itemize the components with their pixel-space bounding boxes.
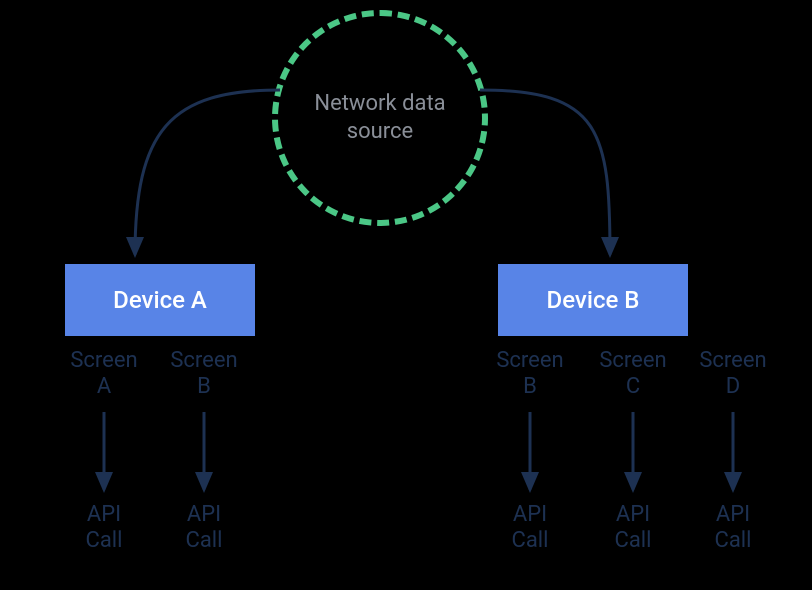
screen-d-api-line2: Call bbox=[715, 528, 752, 553]
screen-b2-line1: Screen bbox=[496, 348, 563, 373]
device-b-label: Device B bbox=[547, 286, 640, 314]
screen-c-api-line1: API bbox=[616, 502, 650, 527]
screen-b2-label: ScreenB bbox=[485, 348, 575, 401]
screen-b-line1: Screen bbox=[170, 348, 237, 373]
screen-b2-api-label: APICall bbox=[490, 502, 570, 555]
circle-label-line1: Network data bbox=[314, 91, 445, 116]
device-b-box: Device B bbox=[498, 264, 688, 336]
screen-a-api-label: APICall bbox=[64, 502, 144, 555]
screen-d-line2: D bbox=[726, 374, 740, 399]
screen-c-api-line2: Call bbox=[615, 528, 652, 553]
screen-c-line1: Screen bbox=[599, 348, 666, 373]
screen-a-line2: A bbox=[97, 374, 111, 399]
screen-d-line1: Screen bbox=[699, 348, 766, 373]
screen-a-line1: Screen bbox=[70, 348, 137, 373]
screen-c-line2: C bbox=[626, 374, 640, 399]
network-data-source-label: Network data source bbox=[280, 90, 480, 145]
screen-b2-line2: B bbox=[523, 374, 537, 399]
screen-b-api-line2: Call bbox=[186, 528, 223, 553]
screen-c-api-label: APICall bbox=[593, 502, 673, 555]
screen-a-api-line1: API bbox=[87, 502, 121, 527]
screen-b2-api-line2: Call bbox=[512, 528, 549, 553]
screen-d-api-label: APICall bbox=[693, 502, 773, 555]
screen-b-line2: B bbox=[197, 374, 211, 399]
screen-b-label: ScreenB bbox=[159, 348, 249, 401]
circle-label-line2: source bbox=[347, 119, 413, 144]
screen-b-api-line1: API bbox=[187, 502, 221, 527]
screen-b2-api-line1: API bbox=[513, 502, 547, 527]
connector-device-b bbox=[480, 90, 610, 255]
screen-d-label: ScreenD bbox=[688, 348, 778, 401]
diagram-root: Network data source Device AScreenAAPICa… bbox=[0, 0, 812, 590]
screen-b-api-label: APICall bbox=[164, 502, 244, 555]
connector-device-a bbox=[135, 90, 280, 255]
device-a-box: Device A bbox=[65, 264, 255, 336]
screen-a-label: ScreenA bbox=[59, 348, 149, 401]
device-a-label: Device A bbox=[113, 286, 207, 314]
screen-c-label: ScreenC bbox=[588, 348, 678, 401]
screen-a-api-line2: Call bbox=[86, 528, 123, 553]
screen-d-api-line1: API bbox=[716, 502, 750, 527]
